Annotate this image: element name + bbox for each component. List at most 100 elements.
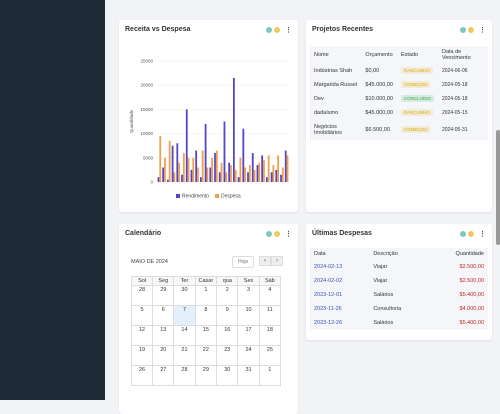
table-cell: $6.500,00: [365, 127, 390, 133]
calendar-day[interactable]: 23: [216, 345, 239, 366]
sidebar: [0, 0, 105, 400]
calendar-day[interactable]: 13: [152, 325, 175, 346]
calendar-day[interactable]: 4: [258, 285, 282, 306]
expenses-card: Últimas Despesas ⋮ Data Descrição Quantida…: [306, 224, 492, 340]
calendar-day[interactable]: 12: [130, 325, 154, 346]
card-title: Projetos Recentes: [312, 26, 374, 33]
calendar-day[interactable]: 18: [258, 325, 282, 346]
calendar-day[interactable]: 31: [237, 365, 260, 386]
calendar-day[interactable]: 27: [152, 365, 175, 386]
card-controls[interactable]: ⋮: [266, 26, 292, 34]
calendar-grid: Sol Seg Ter Casar qua Sex Sáb 28 29 30 1 2 3 4 5 6 7 8 9 10…: [130, 276, 282, 386]
calendar-day[interactable]: 25: [258, 345, 282, 366]
calendar-day[interactable]: 20: [152, 345, 175, 366]
projects-card: Projetos Recentes ⋮ Nome Orçamento Estado D…: [306, 20, 492, 212]
table-cell: 2024-02-02: [314, 278, 343, 284]
next-button[interactable]: ›: [271, 256, 283, 266]
calendar-day[interactable]: 30: [173, 285, 196, 306]
bar: [248, 165, 251, 182]
column-header: Orçamento: [365, 52, 393, 58]
bar: [220, 162, 223, 182]
table-cell: $5.400,00: [459, 320, 484, 326]
bar: [199, 177, 202, 182]
table-row: 2024-02-02 Viajar $2.500,00: [310, 274, 488, 288]
y-tick-label: 20000: [140, 83, 153, 88]
calendar-day[interactable]: 22: [194, 345, 218, 366]
calendar-day[interactable]: 2: [216, 285, 239, 306]
table-cell: 2024-02-13: [314, 264, 343, 270]
column-header: Data de Vencimento: [441, 49, 471, 61]
bar: [230, 165, 232, 182]
chart-card: Receita vs Despesa ⋮ 0 5000 10000 15000 2000…: [119, 20, 298, 212]
calendar-day[interactable]: 28: [130, 285, 154, 306]
y-tick-label: 10000: [140, 131, 153, 136]
bar: [164, 157, 166, 182]
today-button[interactable]: Hoje: [232, 256, 255, 268]
status-badge: CONCLUÍDO: [400, 95, 434, 102]
calendar-day[interactable]: 24: [237, 345, 260, 366]
table-row: 2024-02-13 Viajar $2.500,00: [310, 260, 488, 274]
bar: [162, 167, 165, 182]
legend-label: Despesa: [221, 194, 241, 200]
month-label: MAIO DE 2024: [131, 259, 168, 265]
bar: [247, 172, 249, 182]
y-tick-label: 0: [150, 180, 153, 185]
calendar-day[interactable]: 10: [237, 305, 260, 326]
card-controls[interactable]: ⋮: [460, 26, 486, 34]
bar: [168, 140, 171, 182]
card-controls[interactable]: ⋮: [266, 230, 292, 238]
calendar-day[interactable]: 16: [216, 325, 239, 346]
bar: [263, 160, 265, 182]
bar: [270, 172, 273, 182]
bar: [280, 174, 282, 182]
table-cell: RASCUNHO: [397, 64, 438, 78]
bar: [244, 167, 247, 182]
table-cell: RASCUNHO: [397, 106, 438, 120]
bar: [159, 136, 162, 182]
calendar-day[interactable]: 17: [237, 325, 260, 346]
table-cell: $2.500,00: [459, 278, 484, 284]
calendar-day[interactable]: 11: [258, 305, 282, 326]
table-cell: Viajar: [373, 278, 388, 284]
expenses-table: Data Descrição Quantidade 2024-02-13 Viajar $…: [310, 248, 488, 330]
bar: [173, 172, 176, 182]
calendar-day[interactable]: 8: [194, 305, 218, 326]
calendar-day[interactable]: 14: [173, 325, 196, 346]
calendar-day[interactable]: 29: [194, 365, 218, 386]
calendar-day[interactable]: 3: [237, 285, 260, 306]
calendar-day[interactable]: 21: [173, 345, 196, 366]
y-axis-label: Quantidade: [129, 109, 134, 133]
bar: [242, 128, 245, 182]
calendar-day[interactable]: 9: [216, 305, 239, 326]
bar: [228, 162, 231, 182]
status-badge: COMEÇOU: [400, 81, 431, 88]
calendar-day[interactable]: 30: [216, 365, 239, 386]
calendar-day[interactable]: 6: [152, 305, 175, 326]
calendar-day[interactable]: 1: [194, 285, 218, 306]
bar: [234, 169, 237, 182]
calendar-day[interactable]: 28: [173, 365, 196, 386]
table-row: 2023-12-01 Salários $5.400,00: [310, 288, 488, 302]
table-row: Dev $10.000,00 CONCLUÍDO 2024-05-18: [310, 92, 488, 106]
calendar-day[interactable]: 5: [130, 305, 154, 326]
bar: [281, 167, 284, 182]
weekday-label: Casar: [194, 276, 218, 286]
bar: [204, 123, 207, 182]
bar: [256, 165, 259, 182]
scrollbar[interactable]: [496, 130, 500, 245]
prev-button[interactable]: ‹: [259, 256, 271, 266]
table-cell: 2024-06-06: [441, 68, 468, 74]
legend-swatch: [214, 194, 219, 198]
calendar-day[interactable]: 7: [173, 305, 196, 326]
projects-table: Nome Orçamento Estado Data de Vencimento Ind…: [310, 46, 488, 140]
calendar-day[interactable]: 19: [130, 345, 154, 366]
calendar-day[interactable]: 15: [194, 325, 218, 346]
calendar-day[interactable]: 29: [152, 285, 175, 306]
legend-swatch: [176, 194, 180, 198]
calendar-day[interactable]: 26: [130, 365, 154, 386]
bar: [275, 169, 278, 182]
y-tick-label: 25000: [140, 59, 153, 64]
calendar-day[interactable]: 1: [258, 365, 282, 386]
card-controls[interactable]: ⋮: [460, 230, 486, 238]
table-cell: 2023-11-26: [314, 306, 342, 312]
